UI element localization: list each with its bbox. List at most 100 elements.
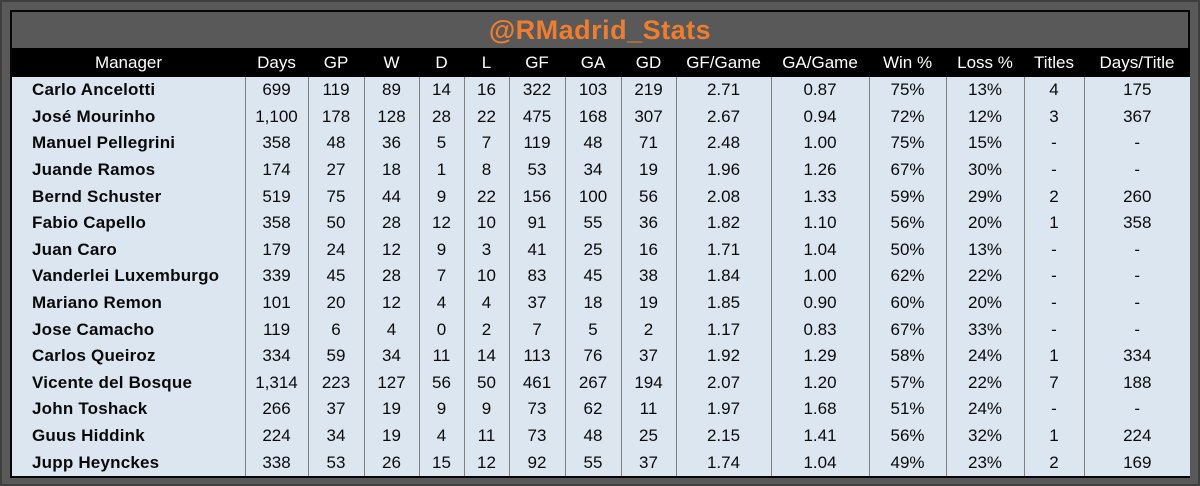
stat-cell: 1.97 [675,396,771,423]
stat-cell: - [1083,263,1190,290]
stat-cell: 38 [620,263,676,290]
stat-cell: - [1023,263,1084,290]
stat-cell: 27 [307,156,364,184]
column-header-gf: GF [509,48,565,77]
stat-cell: - [1023,289,1084,317]
stat-cell: 16 [463,77,509,104]
column-header-days-title: Days/Title [1084,48,1190,77]
stat-cell: 56% [868,422,946,450]
stat-cell: 2.15 [675,422,771,450]
stat-cell: 1.85 [675,289,771,317]
stat-cell: 2.48 [675,130,771,157]
stat-cell: 22 [463,183,509,210]
stat-cell: 50 [307,209,364,237]
stat-cell: 19 [363,396,419,423]
stat-cell: 1.71 [675,236,771,264]
stat-cell: 6 [307,316,364,343]
stat-cell: 14 [418,77,464,104]
column-header-titles: Titles [1024,48,1084,77]
table-row: Guus Hiddink 224 34 19 4 11 73 48 25 2.15 1.41 56% 3… [12,422,1190,450]
stat-cell: - [1083,130,1190,157]
manager-name-cell: Juan Caro [12,236,245,264]
stat-cell: 59% [868,183,946,210]
stat-cell: 34 [363,342,419,370]
stat-cell: 9 [418,236,464,264]
stat-cell: 168 [564,103,621,131]
column-header-w: W [364,48,419,77]
stat-cell: 10 [463,263,509,290]
stat-cell: 1.96 [675,156,771,184]
stat-cell: 179 [244,236,308,264]
stat-cell: 119 [508,130,565,157]
stat-cell: 45 [307,263,364,290]
stat-cell: 41 [508,236,565,264]
stat-cell: 1.04 [770,236,869,264]
stat-cell: 11 [620,396,676,423]
manager-name-cell: Mariano Remon [12,289,245,317]
stat-cell: 32% [945,422,1024,450]
stat-cell: 128 [363,103,419,131]
stat-cell: 83 [508,263,565,290]
manager-name-cell: Vanderlei Luxemburgo [12,263,245,290]
stat-cell: 33% [945,316,1024,343]
stat-cell: 2 [463,316,509,343]
stat-cell: 322 [508,77,565,104]
stat-cell: 48 [307,130,364,157]
manager-name-cell: Guus Hiddink [12,422,245,450]
table-row: Manuel Pellegrini 358 48 36 5 7 119 48 71 2.48 1.0… [12,130,1190,157]
stat-cell: 28 [363,209,419,237]
stat-cell: 28 [418,103,464,131]
stat-cell: 28 [363,263,419,290]
stat-cell: 12 [463,449,509,476]
stat-cell: 1 [1023,209,1084,237]
stat-cell: 24% [945,396,1024,423]
stat-cell: 19 [620,289,676,317]
stat-cell: 267 [564,369,621,397]
stat-cell: 22% [945,263,1024,290]
title-bar: @RMadrid_Stats [12,12,1188,48]
column-header-days: Days [245,48,308,77]
stat-cell: 266 [244,396,308,423]
stat-cell: 156 [508,183,565,210]
stat-cell: 91 [508,209,565,237]
manager-name-cell: John Toshack [12,396,245,423]
stat-cell: 14 [463,342,509,370]
manager-name-cell: José Mourinho [12,103,245,131]
stat-cell: 119 [244,316,308,343]
stat-cell: 25 [620,422,676,450]
table-row: Carlos Queiroz 334 59 34 11 14 113 76 37 1.92 1.29… [12,342,1190,370]
stat-cell: 37 [307,396,364,423]
page-title: @RMadrid_Stats [488,14,712,45]
header-row: Manager Days GP W D L GF GA GD GF/Game GA/Game Win … [12,48,1190,77]
stat-cell: 9 [463,396,509,423]
stat-cell: 4 [418,289,464,317]
table-row: Juande Ramos 174 27 18 1 8 53 34 19 1.96 1.26 67% 30… [12,156,1190,184]
stat-cell: 60% [868,289,946,317]
stat-cell: - [1023,156,1084,184]
stat-cell: 18 [564,289,621,317]
table-row: José Mourinho 1,100 178 128 28 22 475 168 307 2.6… [12,103,1190,131]
stat-cell: 75 [307,183,364,210]
stat-cell: 461 [508,369,565,397]
stat-cell: 22 [463,103,509,131]
manager-name-cell: Fabio Capello [12,209,245,237]
column-header-l: L [464,48,509,77]
stat-cell: 0 [418,316,464,343]
manager-name-cell: Carlo Ancelotti [12,77,245,104]
stat-cell: - [1023,236,1084,264]
stat-cell: 7 [1023,369,1084,397]
manager-name-cell: Manuel Pellegrini [12,130,245,157]
stat-cell: 0.90 [770,289,869,317]
column-header-d: D [419,48,464,77]
stat-cell: 1 [418,156,464,184]
column-header-loss: Loss % [946,48,1024,77]
stat-cell: 22% [945,369,1024,397]
stat-cell: 358 [1083,209,1190,237]
stat-cell: 0.83 [770,316,869,343]
stat-cell: 2.67 [675,103,771,131]
stat-cell: 62 [564,396,621,423]
stat-cell: 37 [620,449,676,476]
table-row: Juan Caro 179 24 12 9 3 41 25 16 1.71 1.04 50% 13% - - [12,236,1190,264]
stat-cell: 20% [945,209,1024,237]
stat-cell: 4 [418,422,464,450]
